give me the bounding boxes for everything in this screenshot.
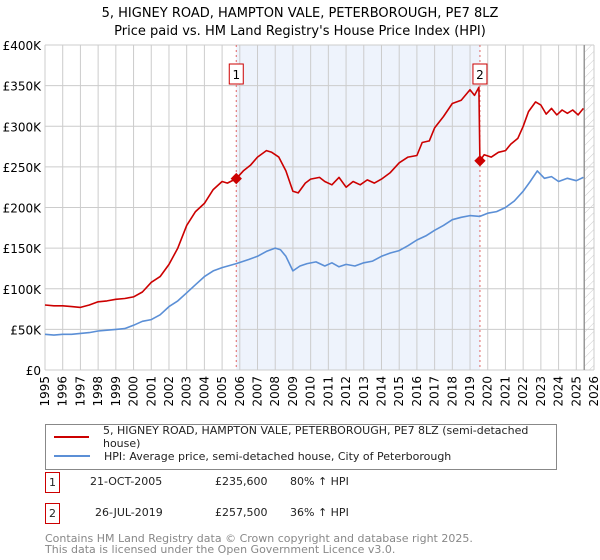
- x-tick-label: 2012: [339, 376, 353, 407]
- y-tick-label: £150K: [3, 242, 43, 256]
- x-tick-label: 2006: [233, 376, 247, 407]
- x-tick-label: 1996: [56, 376, 70, 407]
- x-tick-label: 2026: [587, 376, 600, 407]
- x-tick-label: 2011: [321, 376, 335, 407]
- legend-item-hpi: HPI: Average price, semi-detached house,…: [54, 448, 451, 464]
- transaction-row: 2 26-JUL-2019 £257,500 36% ↑ HPI: [45, 503, 545, 524]
- transaction-date: 21-OCT-2005: [90, 475, 163, 488]
- y-tick-label: £250K: [3, 161, 43, 175]
- annotation-label: 2: [476, 68, 484, 82]
- legend: 5, HIGNEY ROAD, HAMPTON VALE, PETERBOROU…: [45, 424, 557, 470]
- x-tick-label: 2020: [481, 376, 495, 407]
- transaction-row: 1 21-OCT-2005 £235,600 80% ↑ HPI: [45, 472, 545, 493]
- x-tick-label: 1995: [38, 376, 52, 407]
- x-tick-label: 2005: [215, 376, 229, 407]
- x-tick-label: 2009: [286, 376, 300, 407]
- x-tick-label: 2017: [428, 376, 442, 407]
- sale-point: [474, 155, 486, 167]
- sale-point: [230, 172, 242, 185]
- x-tick-label: 2008: [268, 376, 282, 407]
- x-tick-label: 2022: [516, 376, 530, 407]
- chart-title: 5, HIGNEY ROAD, HAMPTON VALE, PETERBOROU…: [102, 6, 499, 21]
- transaction-price: £257,500: [215, 506, 268, 519]
- transaction-hpi: 36% ↑ HPI: [290, 506, 349, 519]
- transaction-marker: 1: [45, 472, 60, 493]
- x-tick-label: 1997: [73, 376, 87, 407]
- x-tick-label: 2003: [180, 376, 194, 407]
- legend-swatch-red: [54, 436, 89, 438]
- x-tick-label: 1999: [109, 376, 123, 407]
- x-tick-label: 2000: [127, 376, 141, 407]
- legend-label-property: 5, HIGNEY ROAD, HAMPTON VALE, PETERBOROU…: [102, 424, 529, 450]
- y-tick-label: £400K: [3, 39, 43, 53]
- x-tick-label: 2007: [251, 376, 265, 407]
- x-tick-label: 2002: [162, 376, 176, 407]
- x-tick-label: 2025: [569, 376, 583, 407]
- x-tick-label: 2015: [392, 376, 406, 407]
- y-tick-label: £350K: [3, 80, 43, 94]
- y-tick-label: £50K: [10, 323, 42, 337]
- x-tick-label: 2016: [410, 376, 424, 407]
- series-line: [44, 86, 585, 309]
- y-tick-label: £300K: [3, 120, 43, 134]
- annotation-box: [472, 63, 488, 85]
- y-tick-label: £0: [26, 364, 41, 378]
- x-tick-label: 2021: [498, 376, 512, 407]
- x-tick-label: 2023: [534, 376, 548, 407]
- price-chart: 5, HIGNEY ROAD, HAMPTON VALE, PETERBOROU…: [3, 6, 600, 407]
- legend-item-property: 5, HIGNEY ROAD, HAMPTON VALE, PETERBOROU…: [54, 424, 556, 450]
- series-line: [44, 170, 584, 336]
- chart-subtitle: Price paid vs. HM Land Registry's House …: [114, 24, 486, 39]
- annotation-box: [228, 63, 244, 85]
- legend-label-hpi: HPI: Average price, semi-detached house,…: [104, 449, 452, 463]
- x-tick-label: 2018: [445, 376, 459, 407]
- x-tick-label: 1998: [91, 376, 105, 407]
- x-tick-label: 2014: [374, 376, 388, 407]
- footer-licence: This data is licensed under the Open Gov…: [45, 543, 396, 556]
- transaction-date: 26-JUL-2019: [95, 506, 163, 519]
- annotation-label: 1: [232, 68, 240, 82]
- x-tick-label: 2013: [357, 376, 371, 407]
- y-tick-label: £100K: [3, 283, 43, 297]
- footer-copyright: Contains HM Land Registry data © Crown c…: [45, 532, 473, 545]
- transaction-price: £235,600: [215, 475, 268, 488]
- x-tick-label: 2024: [552, 376, 566, 407]
- x-tick-label: 2010: [304, 376, 318, 407]
- x-tick-label: 2019: [463, 376, 477, 407]
- x-tick-label: 2001: [144, 376, 158, 407]
- y-tick-label: £200K: [3, 202, 43, 216]
- legend-swatch-blue: [54, 455, 90, 457]
- transaction-hpi: 80% ↑ HPI: [290, 475, 349, 488]
- transaction-marker: 2: [45, 503, 60, 524]
- x-tick-label: 2004: [197, 376, 211, 407]
